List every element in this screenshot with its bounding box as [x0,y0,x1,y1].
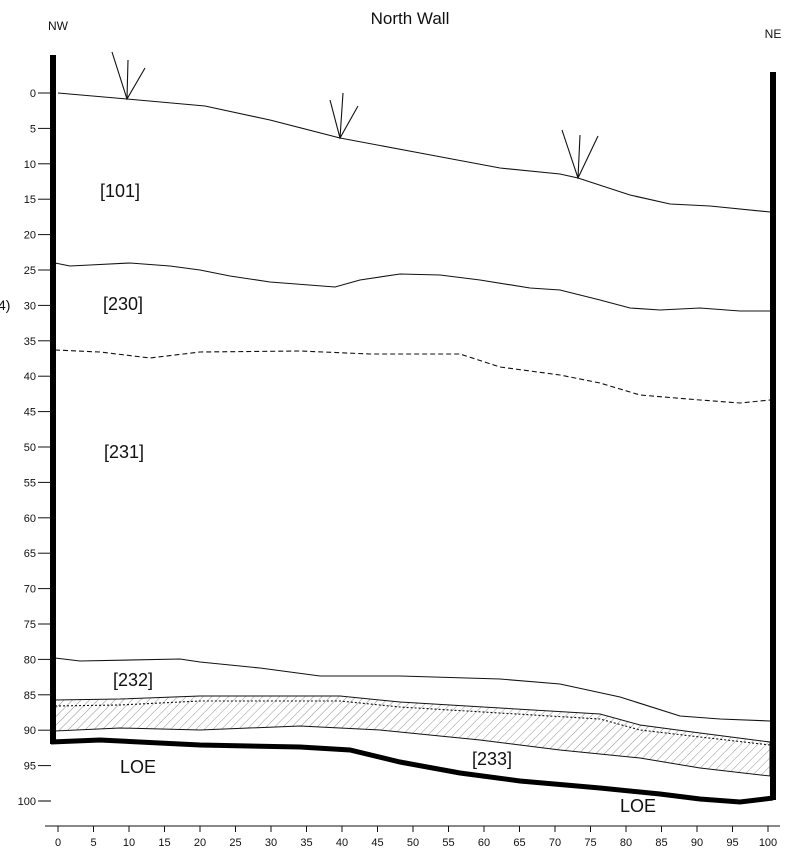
y-tick-label: 100 [18,796,36,808]
y-tick-label: 55 [24,477,36,489]
ne-label: NE [765,27,782,41]
y-tick-label: 60 [24,513,36,525]
x-tick-label: 100 [759,837,777,849]
layer-label: [231] [104,442,144,462]
y-tick-label: 40 [24,371,36,383]
x-tick-label: 5 [90,837,96,849]
y-tick-label: 45 [24,407,36,419]
boundary-231 [54,349,771,404]
loe-line [50,737,774,805]
x-tick-label: 35 [300,837,312,849]
x-tick-label: 10 [123,837,135,849]
cut-arrow [111,51,146,101]
cut-arrow [329,92,359,140]
dotted-line [54,700,771,746]
loe-label: LOE [620,796,656,816]
y-tick-label: 25 [24,265,36,277]
y-tick-label: 70 [24,584,36,596]
boundary-230 [54,262,770,312]
x-tick-label: 70 [549,837,561,849]
y-tick-label: 95 [24,761,36,773]
x-tick-label: 90 [691,837,703,849]
y-tick-label: 15 [24,194,36,206]
title: North Wall [371,9,450,28]
y-tick-label: 65 [24,548,36,560]
y-tick-label: 80 [24,654,36,666]
y-tick-label: 90 [24,725,36,737]
loe-label: LOE [120,757,156,777]
layer-label: [232] [113,670,153,690]
x-tick-label: 45 [371,837,383,849]
layer-label: [230] [103,294,143,314]
layer-label: [101] [100,181,140,201]
x-tick-label: 0 [55,837,61,849]
x-tick-label: 60 [478,837,490,849]
x-tick-label: 40 [336,837,348,849]
x-tick-label: 95 [726,837,738,849]
y-tick-label: 85 [24,690,36,702]
y-tick-label: 35 [24,336,36,348]
x-tick-label: 65 [513,837,525,849]
x-tick-label: 80 [620,837,632,849]
x-tick-label: 55 [442,837,454,849]
y-tick-label: 30 [24,300,36,312]
x-tick-label: 15 [158,837,170,849]
y-tick-label: 50 [24,442,36,454]
y-tick-label: 20 [24,230,36,242]
x-tick-label: 30 [265,837,277,849]
x-tick-label: 20 [194,837,206,849]
x-tick-label: 25 [229,837,241,849]
boundary-232 [54,657,771,722]
y-tick-label: 0 [30,88,36,100]
x-tick-label: 75 [584,837,596,849]
nw-label: NW [48,19,69,33]
y-tick-label: 75 [24,619,36,631]
surface-line [57,92,771,213]
y-tick-label: 10 [24,159,36,171]
x-tick-label: 50 [407,837,419,849]
layer-label: [233] [472,749,512,769]
margin-note: 4) [0,297,10,313]
x-tick-label: 85 [655,837,667,849]
y-tick-label: 5 [30,123,36,135]
cut-arrow [561,129,599,180]
